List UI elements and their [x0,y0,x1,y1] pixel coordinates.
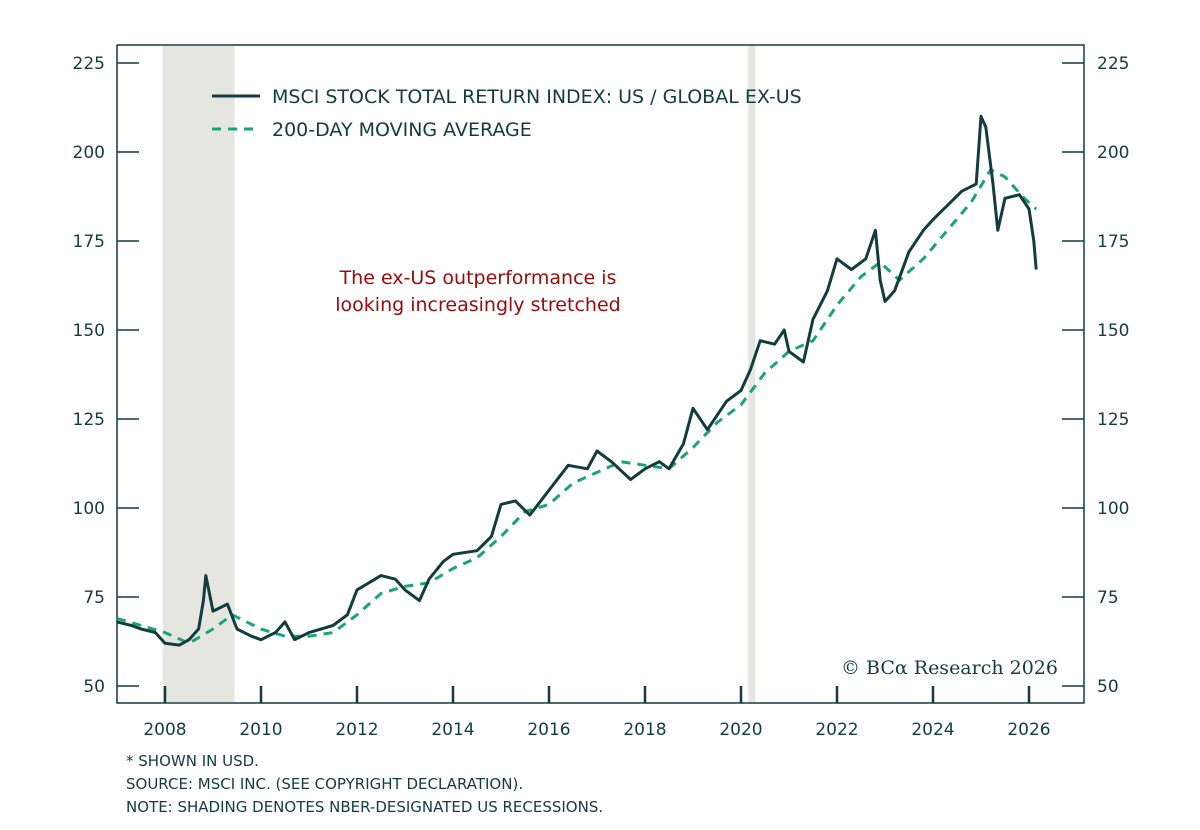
x-tick-label: 2012 [335,720,378,740]
y-tick-label-left: 100 [73,499,105,519]
recession-band [748,46,756,702]
x-tick-label: 2010 [239,720,282,740]
plot-frame [116,44,1085,704]
legend-label-index: MSCI STOCK TOTAL RETURN INDEX: US / GLOB… [272,86,802,108]
annotation-line-2: looking increasingly stretched [335,294,620,316]
x-tick-label: 2016 [527,720,570,740]
y-tick-label-right: 125 [1097,410,1129,430]
y-tick-label-right: 50 [1097,677,1119,697]
annotation-line-1: The ex-US outperformance is [339,267,617,289]
legend-label-ma: 200-DAY MOVING AVERAGE [272,119,532,141]
footnotes: * SHOWN IN USD. SOURCE: MSCI INC. (SEE C… [126,750,603,819]
y-tick-label-right: 200 [1097,143,1129,163]
y-tick-label-left: 225 [73,54,105,74]
y-tick-label-right: 150 [1097,321,1129,341]
footnote-shading: NOTE: SHADING DENOTES NBER-DESIGNATED US… [126,798,604,816]
y-tick-label-right: 100 [1097,499,1129,519]
y-tick-label-left: 75 [83,588,105,608]
series-lines [116,114,1038,647]
x-tick-label: 2008 [143,720,186,740]
y-tick-label-right: 175 [1097,232,1129,252]
copyright-logo: © BCα Research 2026 [841,657,1058,679]
recession-band [162,46,235,702]
x-tick-label: 2014 [431,720,474,740]
x-tick-label: 2022 [815,720,858,740]
legend: MSCI STOCK TOTAL RETURN INDEX: US / GLOB… [212,86,802,141]
x-tick-label: 2018 [623,720,666,740]
x-tick-label: 2020 [719,720,762,740]
axis-ticks: 50 50 75 75 100 100 125 125 150 150 175 175 200 200 22… [73,54,1130,740]
y-tick-label-left: 150 [73,321,105,341]
moving-average-line [116,168,1038,645]
index-line [116,114,1038,647]
x-tick-label: 2024 [911,720,954,740]
y-tick-label-right: 225 [1097,54,1129,74]
footnote-usd: * SHOWN IN USD. [126,752,259,770]
recession-shading [162,46,756,702]
y-tick-label-left: 50 [83,677,105,697]
x-tick-label: 2026 [1007,720,1050,740]
chart: 50 50 75 75 100 100 125 125 150 150 175 175 200 200 22… [73,44,1130,740]
y-tick-label-left: 175 [73,232,105,252]
y-tick-label-right: 75 [1097,588,1119,608]
y-tick-label-left: 125 [73,410,105,430]
y-tick-label-left: 200 [73,143,105,163]
footnote-source: SOURCE: MSCI INC. (SEE COPYRIGHT DECLARA… [126,775,524,793]
